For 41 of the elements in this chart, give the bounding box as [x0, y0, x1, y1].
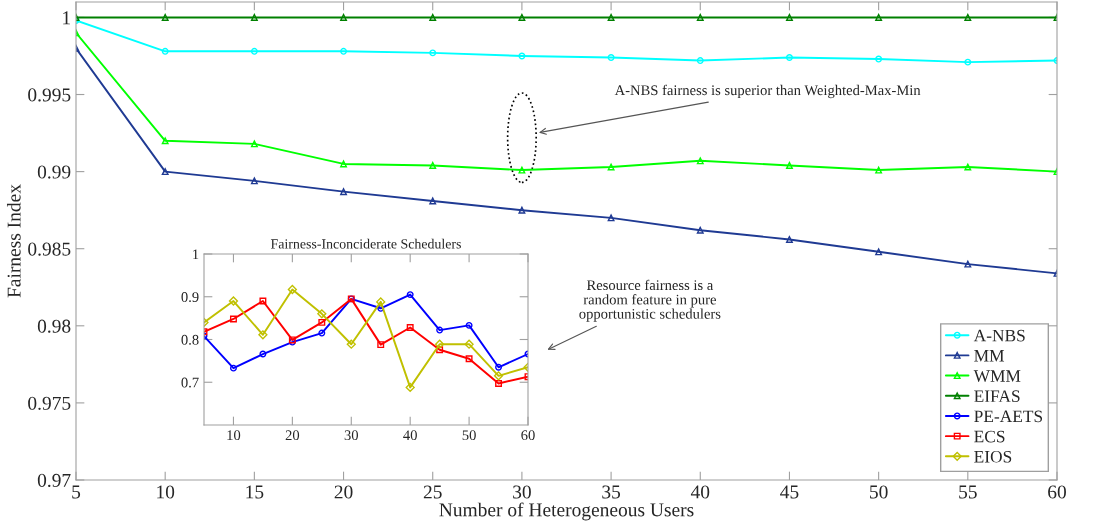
- y-tick-label: 0.97: [37, 473, 71, 488]
- y-tick-label: 0.995: [28, 88, 71, 102]
- annotation: A-NBS fairness is superior than Weighted-Max-Min: [614, 84, 921, 99]
- legend-label: MM: [974, 350, 1005, 362]
- x-tick-label: 20: [334, 485, 353, 499]
- x-tick-label: 20: [285, 430, 300, 441]
- y-tick-label: 0.7: [181, 377, 199, 388]
- legend-label: ECS: [974, 430, 1005, 443]
- y-tick-label: 1: [193, 249, 199, 260]
- y-tick-label: 1: [63, 11, 70, 25]
- x-tick-label: 50: [462, 430, 476, 441]
- x-tick-label: 40: [403, 430, 417, 441]
- legend-label: PE-AETS: [974, 410, 1043, 423]
- chart-title: Fairness-Inconciderate Schedulers: [270, 238, 461, 249]
- x-tick-label: 60: [521, 430, 535, 441]
- x-tick-label: 15: [246, 485, 264, 499]
- x-tick-label: 30: [513, 485, 531, 499]
- x-tick-label: 40: [690, 485, 710, 499]
- y-tick-label: 0.99: [37, 165, 71, 179]
- x-tick-label: 30: [344, 430, 359, 441]
- x-tick-label: 45: [780, 485, 799, 499]
- x-tick-label: 25: [423, 485, 442, 499]
- y-tick-label: 0.98: [37, 319, 71, 333]
- legend-label: WMM: [973, 370, 1021, 382]
- x-tick-label: 5: [72, 485, 81, 499]
- x-tick-label: 35: [602, 485, 621, 499]
- y-tick-label: 0.8: [181, 334, 199, 345]
- x-axis-title: Number of Heterogeneous Users: [439, 502, 694, 521]
- y-tick-label: 0.985: [28, 242, 71, 256]
- y-tick-label: 0.9: [181, 292, 199, 303]
- x-tick-label: 55: [959, 485, 977, 499]
- legend-label: A-NBS: [973, 329, 1025, 342]
- x-tick-label: 50: [870, 485, 888, 499]
- x-tick-label: 10: [157, 485, 175, 499]
- y-axis-title: Fairness Index: [6, 184, 21, 298]
- y-tick-label: 0.975: [28, 396, 71, 410]
- legend-label: EIFAS: [974, 390, 1020, 403]
- x-tick-label: 10: [227, 430, 241, 441]
- legend-label: EIOS: [974, 450, 1012, 463]
- annotation: Resource fairness is a random feature in pure opportunistic schedulers: [579, 279, 721, 322]
- x-tick-label: 60: [1048, 485, 1066, 499]
